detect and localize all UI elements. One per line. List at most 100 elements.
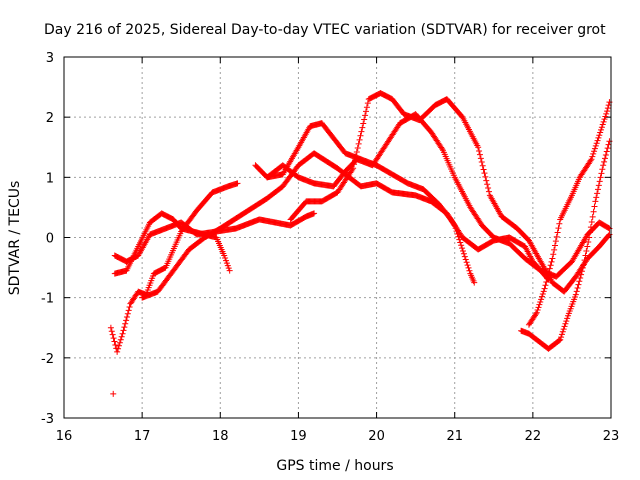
- data-point: [458, 242, 465, 249]
- data-point: [555, 225, 562, 232]
- data-point: [361, 116, 368, 123]
- data-point: [439, 145, 446, 152]
- data-point: [538, 293, 545, 300]
- data-point: [483, 177, 490, 184]
- data-point: [457, 239, 464, 246]
- data-point: [604, 105, 611, 112]
- series-arc-4: [139, 150, 478, 301]
- data-point: [588, 219, 595, 226]
- data-point: [476, 151, 483, 158]
- y-tick-label: 3: [46, 51, 54, 66]
- data-point: [550, 251, 557, 258]
- data-point: [465, 264, 472, 271]
- data-point: [125, 307, 132, 314]
- data-point: [602, 151, 609, 158]
- data-point: [577, 274, 584, 281]
- data-point: [360, 120, 367, 127]
- data-point: [354, 144, 361, 151]
- data-point: [589, 213, 596, 220]
- data-point: [589, 153, 596, 160]
- x-tick-label: 16: [56, 429, 73, 444]
- data-point: [485, 184, 492, 191]
- data-point: [576, 278, 583, 285]
- data-point: [551, 242, 558, 249]
- x-tick-label: 19: [290, 429, 307, 444]
- y-tick-label: 0: [46, 232, 54, 247]
- data-point: [601, 158, 608, 165]
- data-point: [545, 272, 552, 279]
- data-point: [563, 318, 570, 325]
- data-point: [578, 271, 585, 278]
- data-point: [471, 279, 478, 286]
- data-point: [123, 314, 130, 321]
- data-point: [590, 208, 597, 215]
- data-point: [600, 162, 607, 169]
- data-point: [546, 265, 553, 272]
- data-point: [598, 170, 605, 177]
- data-point: [572, 291, 579, 298]
- x-tick-label: 22: [525, 429, 542, 444]
- x-tick-label: 23: [603, 429, 620, 444]
- x-tick-label: 18: [212, 429, 229, 444]
- data-point: [109, 331, 116, 338]
- data-point: [547, 262, 554, 269]
- y-tick-label: -3: [41, 412, 54, 427]
- data-point: [111, 338, 118, 345]
- series-arc-2: [107, 180, 241, 355]
- data-point: [549, 255, 556, 262]
- data-point: [539, 290, 546, 297]
- data-point: [573, 288, 580, 295]
- data-point: [606, 138, 613, 145]
- data-point: [224, 262, 231, 269]
- data-point: [357, 132, 364, 139]
- data-point: [463, 259, 470, 266]
- data-point: [359, 124, 366, 131]
- data-point: [534, 307, 541, 314]
- data-point: [580, 261, 587, 268]
- data-point: [594, 137, 601, 144]
- data-point: [537, 299, 544, 306]
- data-point: [485, 188, 492, 195]
- data-point: [358, 128, 365, 135]
- series-arc-3: [111, 210, 318, 265]
- series-arc-5: [252, 120, 552, 283]
- data-point: [459, 247, 466, 254]
- data-point: [122, 320, 129, 327]
- y-tick-label: -1: [41, 292, 54, 307]
- data-point: [107, 324, 114, 331]
- data-point: [356, 136, 363, 143]
- data-point: [363, 104, 370, 111]
- data-point: [351, 161, 358, 168]
- data-point: [540, 288, 547, 295]
- data-point: [349, 166, 356, 173]
- data-point: [118, 333, 125, 340]
- data-point: [544, 275, 551, 282]
- data-point: [478, 159, 485, 166]
- data-point: [593, 194, 600, 201]
- data-point: [594, 186, 601, 193]
- data-point: [350, 165, 357, 172]
- data-point: [476, 147, 483, 154]
- data-point: [559, 328, 566, 335]
- data-point: [593, 140, 600, 147]
- data-point: [234, 180, 241, 187]
- x-tick-label: 21: [446, 429, 463, 444]
- data-point: [545, 268, 552, 275]
- data-point: [584, 243, 591, 250]
- data-point: [464, 262, 471, 269]
- data-point: [542, 282, 549, 289]
- data-point: [603, 148, 610, 155]
- data-point: [121, 324, 128, 331]
- data-points: [107, 90, 613, 397]
- data-point: [541, 285, 548, 292]
- data-point: [591, 145, 598, 152]
- data-point: [564, 315, 571, 322]
- data-point: [562, 320, 569, 327]
- data-point: [112, 341, 119, 348]
- data-point: [597, 174, 604, 181]
- series-arc-9: [525, 99, 613, 328]
- data-point: [558, 331, 565, 338]
- data-point: [110, 335, 117, 342]
- data-point: [599, 166, 606, 173]
